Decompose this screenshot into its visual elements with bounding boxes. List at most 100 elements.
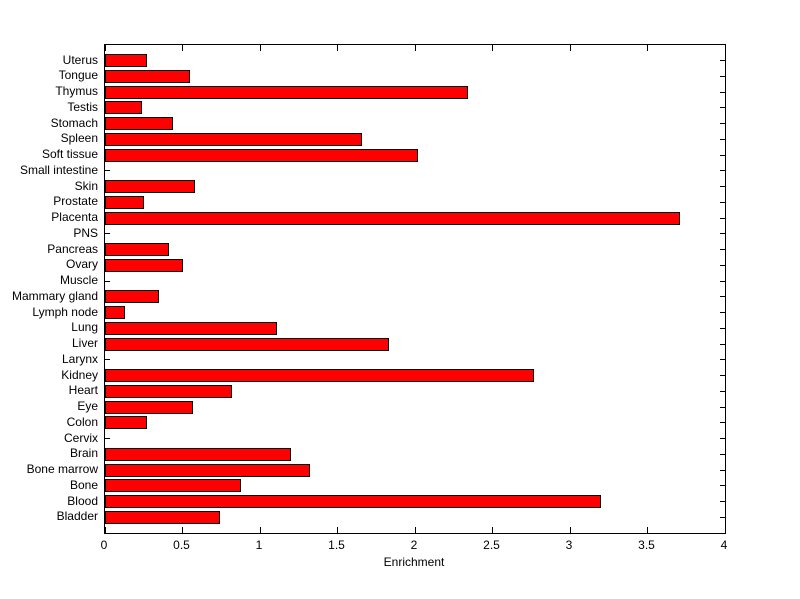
x-tick-top	[259, 45, 261, 51]
bar-lymph-node	[105, 306, 126, 320]
bar-thymus	[105, 85, 468, 99]
bar-mammary-gland	[105, 290, 160, 304]
y-label-eye: Eye	[77, 399, 98, 414]
bar-testis	[105, 101, 143, 115]
x-tick-bottom	[569, 527, 571, 533]
x-tick-label: 2.5	[483, 538, 500, 552]
y-label-placenta: Placenta	[51, 210, 98, 225]
y-tick-right	[720, 516, 725, 518]
bar-stomach	[105, 117, 174, 131]
y-tick-right	[720, 233, 725, 235]
bar-spleen	[105, 132, 363, 146]
bar-bone	[105, 479, 242, 493]
y-label-colon: Colon	[66, 414, 98, 429]
bar-liver	[105, 337, 389, 351]
y-label-liver: Liver	[71, 336, 98, 351]
y-label-heart: Heart	[68, 383, 98, 398]
x-tick-top	[569, 45, 571, 51]
x-tick-top	[104, 45, 106, 51]
x-tick-top	[724, 45, 726, 51]
x-tick-top	[182, 45, 183, 51]
x-tick-label: 3.5	[638, 538, 655, 552]
x-tick-bottom	[724, 527, 726, 533]
x-tick-bottom	[104, 527, 106, 533]
bar-skin	[105, 180, 195, 194]
bar-uterus	[105, 54, 147, 68]
y-label-thymus: Thymus	[55, 84, 98, 99]
y-tick-right	[720, 375, 725, 377]
y-label-ovary: Ovary	[65, 257, 98, 272]
x-tick-bottom	[337, 527, 338, 533]
y-tick-right	[720, 154, 725, 156]
bar-lung	[105, 321, 278, 335]
y-tick-right	[720, 186, 725, 188]
bar-heart	[105, 384, 233, 398]
bar-ovary	[105, 258, 183, 272]
y-tick-right	[720, 138, 725, 140]
y-label-bladder: Bladder	[56, 509, 98, 524]
y-tick-right	[720, 343, 725, 345]
bar-tongue	[105, 69, 191, 83]
plot-area	[104, 44, 726, 534]
y-tick-right	[720, 469, 725, 471]
y-tick-right	[720, 453, 725, 455]
y-tick-right	[720, 201, 725, 203]
y-tick-right	[720, 75, 725, 77]
x-tick-label: 2	[410, 538, 418, 552]
x-tick-bottom	[182, 527, 183, 533]
x-tick-label: 0.5	[173, 538, 190, 552]
y-label-kidney: Kidney	[61, 367, 98, 382]
x-tick-label: 3	[565, 538, 573, 552]
x-tick-bottom	[492, 527, 493, 533]
x-tick-top	[414, 45, 416, 51]
y-tick-right	[720, 249, 725, 251]
y-tick-right	[720, 438, 725, 440]
x-tick-label: 1	[255, 538, 263, 552]
y-tick-right	[720, 280, 725, 282]
y-label-skin: Skin	[74, 178, 98, 193]
x-tick-bottom	[414, 527, 416, 533]
bar-placenta	[105, 211, 681, 225]
bar-bladder	[105, 510, 220, 524]
y-label-lymph-node: Lymph node	[32, 304, 98, 319]
bar-soft-tissue	[105, 148, 419, 162]
y-label-blood: Blood	[67, 493, 98, 508]
bar-brain	[105, 447, 291, 461]
y-label-pns: PNS	[73, 225, 98, 240]
y-label-muscle: Muscle	[59, 273, 98, 288]
y-tick-right	[720, 312, 725, 314]
y-label-soft-tissue: Soft tissue	[41, 147, 98, 162]
y-label-brain: Brain	[69, 446, 98, 461]
y-tick-right	[720, 359, 725, 361]
y-label-small-intestine: Small intestine	[19, 162, 98, 177]
bar-pancreas	[105, 243, 169, 257]
y-label-tongue: Tongue	[58, 68, 98, 83]
y-tick-left	[105, 359, 110, 361]
x-tick-top	[647, 45, 648, 51]
y-label-pancreas: Pancreas	[47, 241, 98, 256]
y-label-bone-marrow: Bone marrow	[26, 462, 98, 477]
y-tick-left	[105, 170, 110, 172]
y-tick-right	[720, 501, 725, 503]
x-tick-label: 0	[100, 538, 108, 552]
y-tick-right	[720, 422, 725, 424]
y-tick-left	[105, 280, 110, 282]
y-tick-right	[720, 217, 725, 219]
y-label-testis: Testis	[67, 99, 98, 114]
y-label-larynx: Larynx	[61, 351, 98, 366]
bar-kidney	[105, 369, 535, 383]
bar-prostate	[105, 195, 144, 209]
y-tick-right	[720, 485, 725, 487]
x-tick-label: 4	[720, 538, 728, 552]
y-label-cervix: Cervix	[63, 430, 98, 445]
y-label-bone: Bone	[69, 477, 98, 492]
x-axis-title: Enrichment	[383, 555, 445, 569]
y-tick-right	[720, 60, 725, 62]
y-tick-right	[720, 296, 725, 298]
y-tick-right	[720, 327, 725, 329]
bar-blood	[105, 495, 601, 509]
bar-colon	[105, 416, 147, 430]
x-tick-top	[492, 45, 493, 51]
y-tick-right	[720, 91, 725, 93]
y-tick-right	[720, 123, 725, 125]
